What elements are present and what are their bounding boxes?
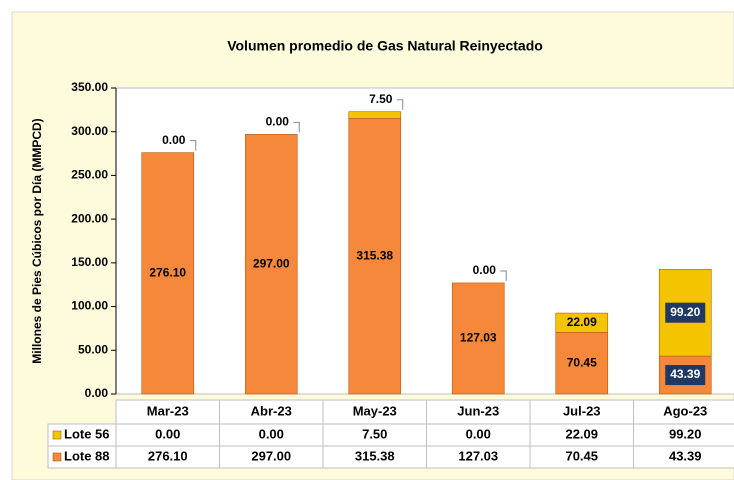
data-label: 297.00	[253, 256, 290, 270]
data-label: 99.20	[670, 305, 700, 319]
table-value: 127.03	[458, 448, 498, 463]
table-value: 43.39	[669, 448, 702, 463]
x-tick-label: Ago-23	[663, 403, 707, 418]
legend-swatch	[52, 452, 62, 462]
table-value: 0.00	[259, 426, 284, 441]
bar-segment	[141, 152, 195, 395]
table-value: 276.10	[148, 448, 188, 463]
label-leader	[500, 270, 507, 281]
legend-swatch	[52, 430, 62, 440]
data-label: 0.00	[473, 263, 497, 277]
y-tick-label: 150.00	[71, 255, 108, 269]
y-tick-label: 200.00	[71, 211, 108, 225]
table-value: 315.38	[355, 448, 395, 463]
label-box	[665, 302, 706, 323]
plot-area	[115, 87, 734, 395]
bar-segment	[555, 312, 609, 333]
data-label: 70.45	[567, 355, 597, 369]
y-tick-label: 250.00	[71, 168, 108, 182]
table-value: 22.09	[565, 426, 598, 441]
table-value: 99.20	[669, 426, 702, 441]
x-tick-label: Jun-23	[457, 403, 499, 418]
x-tick-label: Abr-23	[251, 403, 292, 418]
table-value: 297.00	[251, 448, 291, 463]
y-tick-label: 0.00	[85, 386, 109, 400]
y-tick-label: 50.00	[78, 342, 108, 356]
bar-segment	[555, 332, 609, 395]
data-label: 127.03	[460, 331, 497, 345]
label-leader	[396, 99, 404, 110]
table-value: 0.00	[155, 426, 180, 441]
data-label: 276.10	[149, 265, 186, 279]
data-label: 22.09	[567, 315, 597, 329]
label-leader	[293, 121, 300, 133]
table-bg	[115, 399, 734, 469]
data-label: 0.00	[266, 115, 290, 129]
table-value: 7.50	[362, 426, 387, 441]
x-tick-label: Jul-23	[563, 403, 601, 418]
data-label: 315.38	[356, 248, 393, 262]
legend-label: Lote 56	[64, 426, 110, 441]
label-leader	[189, 140, 197, 151]
legend-label: Lote 88	[64, 448, 110, 463]
x-tick-label: Mar-23	[147, 403, 189, 418]
data-label: 0.00	[162, 133, 186, 147]
table-value: 70.45	[565, 448, 598, 463]
y-tick-label: 100.00	[71, 299, 108, 313]
bar-segment	[348, 111, 402, 119]
y-axis-title: Millones de Pies Cúbicos por Día (MMPCD)	[30, 118, 44, 363]
bar-segment	[348, 117, 402, 395]
table-value: 0.00	[466, 426, 491, 441]
x-tick-label: May-23	[353, 403, 397, 418]
data-label: 43.39	[670, 367, 700, 381]
bar-segment	[244, 134, 298, 395]
y-tick-label: 350.00	[71, 80, 108, 94]
data-label: 7.50	[369, 92, 393, 106]
chart-title: Volumen promedio de Gas Natural Reinyect…	[227, 38, 543, 54]
y-tick-label: 300.00	[71, 124, 108, 138]
bar-segment	[451, 282, 505, 395]
label-box	[665, 365, 706, 386]
